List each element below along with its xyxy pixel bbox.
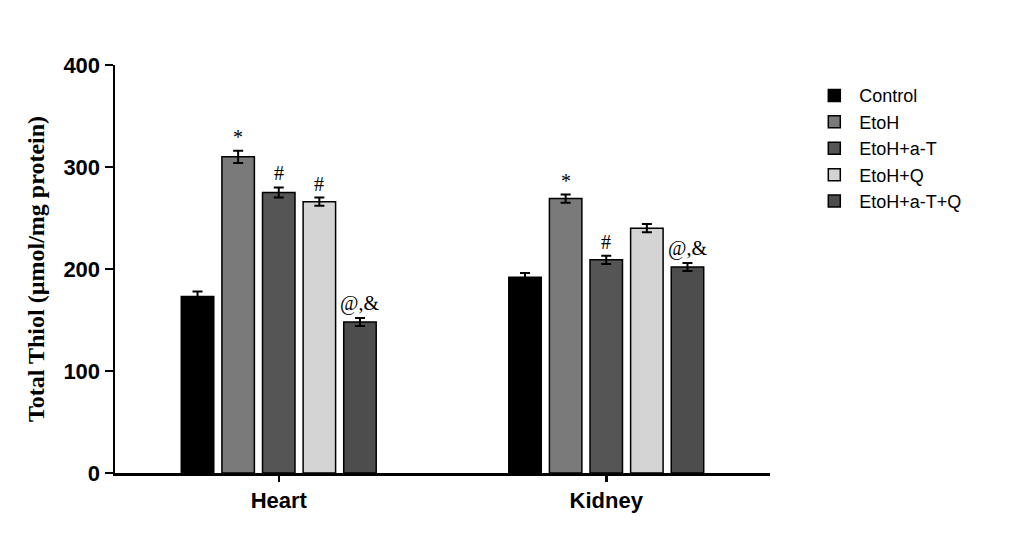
svg-text:EtoH+a-T: EtoH+a-T [859, 139, 937, 159]
svg-text:Total Thiol (µmol/mg protein): Total Thiol (µmol/mg protein) [23, 116, 49, 422]
svg-text:@,&: @,& [668, 237, 707, 260]
svg-text:#: # [314, 173, 324, 195]
svg-text:Heart: Heart [251, 488, 308, 513]
svg-text:EtoH+a-T+Q: EtoH+a-T+Q [859, 192, 961, 212]
svg-text:@,&: @,& [340, 292, 379, 315]
svg-text:0: 0 [88, 461, 100, 486]
svg-text:EtoH+Q: EtoH+Q [859, 166, 924, 186]
svg-text:400: 400 [63, 53, 100, 78]
svg-text:*: * [233, 126, 243, 148]
svg-text:300: 300 [63, 155, 100, 180]
svg-text:#: # [274, 162, 284, 184]
svg-text:Control: Control [859, 86, 917, 106]
svg-text:EtoH: EtoH [859, 113, 899, 133]
svg-text:#: # [601, 231, 611, 253]
svg-text:100: 100 [63, 359, 100, 384]
svg-text:200: 200 [63, 257, 100, 282]
svg-text:*: * [561, 170, 571, 192]
svg-text:Kidney: Kidney [570, 488, 644, 513]
